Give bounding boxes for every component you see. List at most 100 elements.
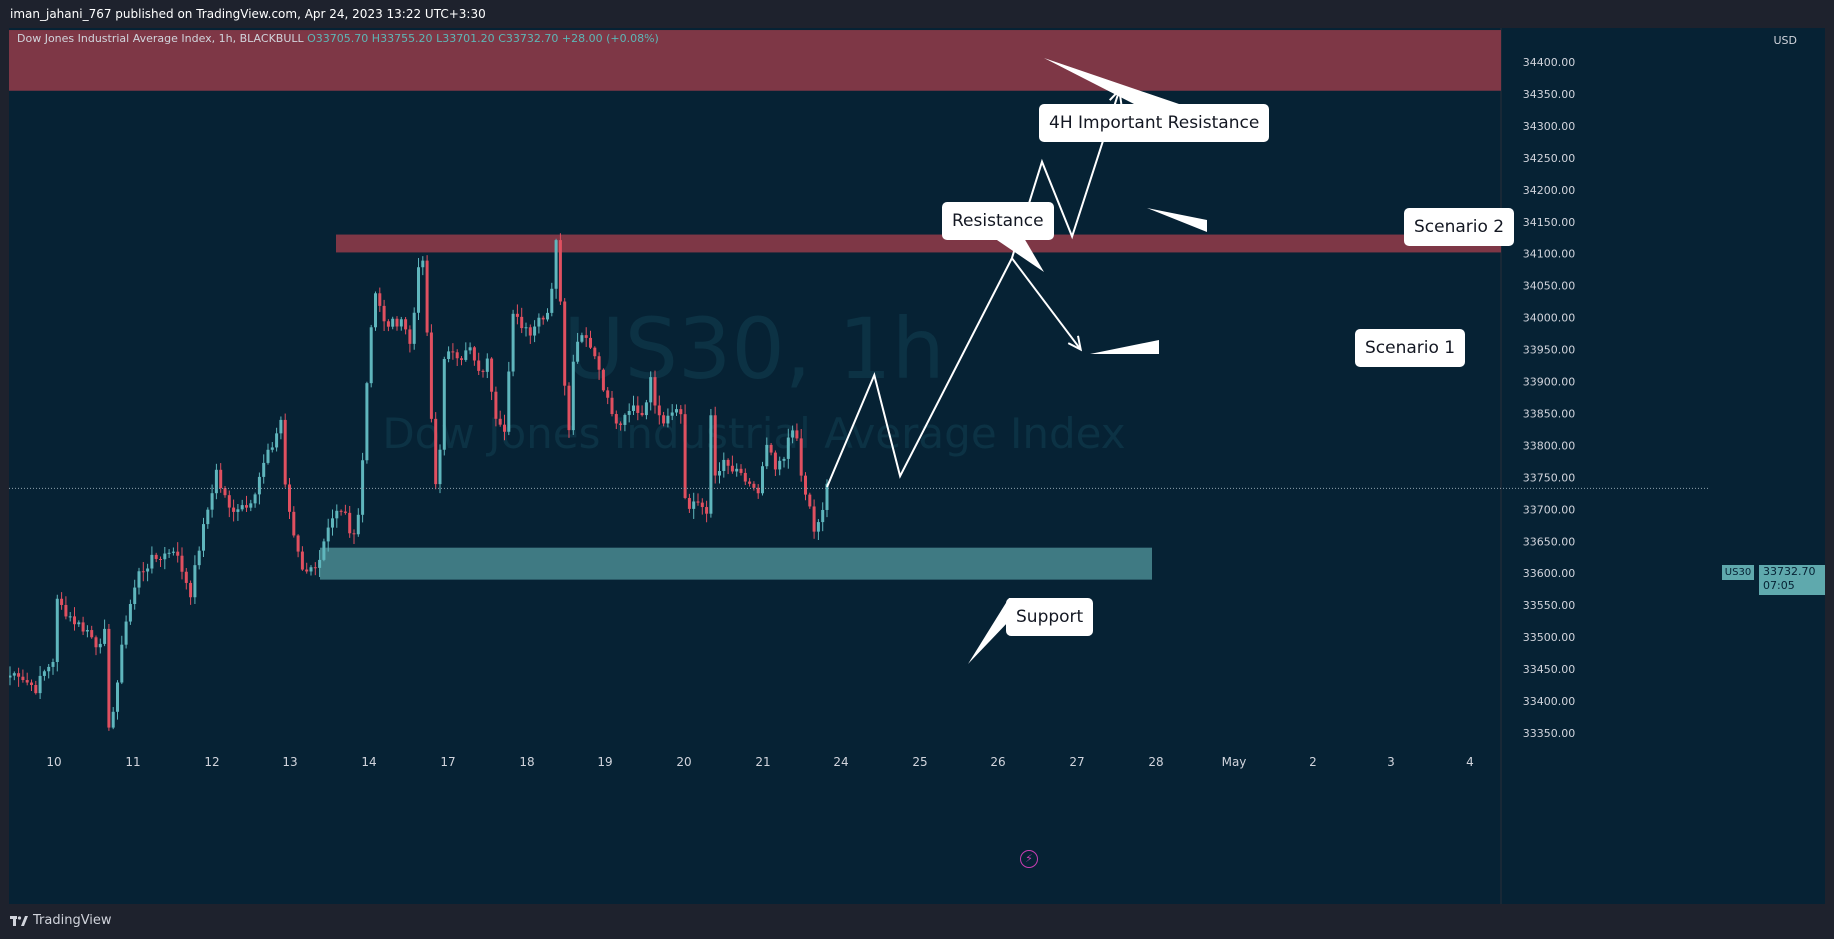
candle-body [313, 567, 317, 569]
callout-scenario-2[interactable]: Scenario 2 [1404, 208, 1515, 246]
symbol-legend: Dow Jones Industrial Average Index, 1h, … [17, 32, 659, 45]
y-tick-label: 34400.00 [1523, 56, 1576, 69]
candle-body [425, 260, 429, 333]
candle-body [292, 511, 296, 536]
candle-body [515, 313, 519, 317]
candle-body [34, 684, 38, 694]
candle-body [558, 240, 562, 302]
candle-body [739, 468, 743, 473]
candle-body [786, 437, 790, 459]
candle-body [189, 582, 193, 598]
candle-body [309, 567, 313, 572]
candle-body [546, 312, 549, 320]
candle-body [253, 494, 257, 504]
y-tick-label: 33800.00 [1523, 439, 1576, 452]
x-tick-label: 25 [912, 755, 927, 769]
y-tick-label: 33950.00 [1523, 344, 1576, 357]
candle-body [60, 598, 64, 605]
published-line: iman_jahani_767 published on TradingView… [10, 7, 486, 21]
scenario-1-path [1011, 257, 1082, 351]
candle-body [748, 481, 752, 484]
candle-body [356, 514, 360, 535]
candle-body [503, 424, 506, 432]
countdown-value: 07:05 [1763, 579, 1795, 592]
candle-body [77, 622, 81, 625]
candle-body [249, 503, 253, 508]
candle-body [146, 568, 150, 572]
callout-support[interactable]: Support [1006, 598, 1094, 636]
legend-open: O33705.70 [307, 32, 369, 45]
candle-body [563, 301, 567, 386]
candle-body [804, 475, 807, 495]
candle-body [752, 483, 756, 488]
lightning-icon[interactable]: ⚡ [1020, 850, 1038, 868]
candle-body [154, 554, 158, 559]
candle-body [257, 476, 261, 495]
candle-body [472, 347, 476, 361]
candle-body [206, 509, 210, 525]
candle-body [438, 449, 442, 485]
y-tick-label: 33850.00 [1523, 407, 1576, 420]
candle-body [275, 433, 279, 448]
y-tick-label: 33550.00 [1523, 599, 1576, 612]
candle-body [171, 551, 175, 553]
candle-body [679, 409, 683, 415]
candle-body [111, 711, 115, 728]
candle-body [825, 483, 829, 510]
candle-body [270, 447, 274, 450]
candle-body [550, 288, 554, 313]
candle-body [520, 316, 524, 329]
x-tick-label: 20 [676, 755, 691, 769]
x-tick-label: 27 [1069, 755, 1084, 769]
tradingview-brand[interactable]: TradingView [10, 913, 112, 928]
candle-body [283, 419, 287, 485]
callout-resistance[interactable]: Resistance [942, 202, 1054, 240]
candle-body [51, 661, 55, 667]
candle-body [653, 377, 657, 406]
candle-body [193, 565, 197, 598]
price-chart[interactable]: US30, 1h Dow Jones Industrial Average Ind… [9, 28, 1825, 904]
candle-body [580, 335, 584, 342]
candle-body [343, 511, 347, 513]
candle-body [223, 488, 227, 496]
candle-body [103, 628, 107, 644]
chart-area[interactable]: US30, 1h Dow Jones Industrial Average Ind… [9, 28, 1825, 904]
candle-body [485, 358, 489, 372]
candle-body [769, 444, 773, 453]
candle-body [657, 405, 661, 416]
brand-name: TradingView [33, 913, 112, 928]
candle-body [687, 497, 691, 509]
callout-scenario-1[interactable]: Scenario 1 [1355, 329, 1466, 367]
candle-body [722, 459, 726, 472]
x-tick-label: 2 [1309, 755, 1317, 769]
legend-low: L33701.20 [436, 32, 495, 45]
candle-body [460, 358, 463, 360]
candle-body [240, 505, 244, 510]
y-tick-label: 34300.00 [1523, 120, 1576, 133]
current-price-tag: 33732.70 07:05 [1759, 565, 1825, 595]
callout-4h-important-resistance[interactable]: 4H Important Resistance [1039, 104, 1270, 142]
candle-body [335, 510, 339, 519]
candle-body [167, 552, 171, 554]
candle-body [756, 487, 760, 494]
watermark-symbol: US30, 1h [563, 300, 945, 398]
candle-body [455, 352, 459, 359]
candle-body [782, 458, 786, 461]
candle-body [812, 506, 816, 532]
x-tick-label: 12 [204, 755, 219, 769]
x-tick-label: 4 [1466, 755, 1474, 769]
candle-body [675, 409, 678, 413]
candle-body [692, 501, 696, 509]
candle-body [180, 555, 184, 572]
candle-body [799, 438, 803, 476]
candle-body [709, 415, 713, 514]
candle-body [735, 468, 739, 472]
candle-body [184, 571, 188, 583]
candle-body [137, 571, 141, 588]
candle-body [632, 405, 635, 411]
candle-body [421, 260, 425, 268]
candle-body [279, 419, 283, 434]
candle-body [627, 410, 631, 415]
zone-resistance [336, 234, 1501, 253]
candle-body [649, 377, 653, 403]
